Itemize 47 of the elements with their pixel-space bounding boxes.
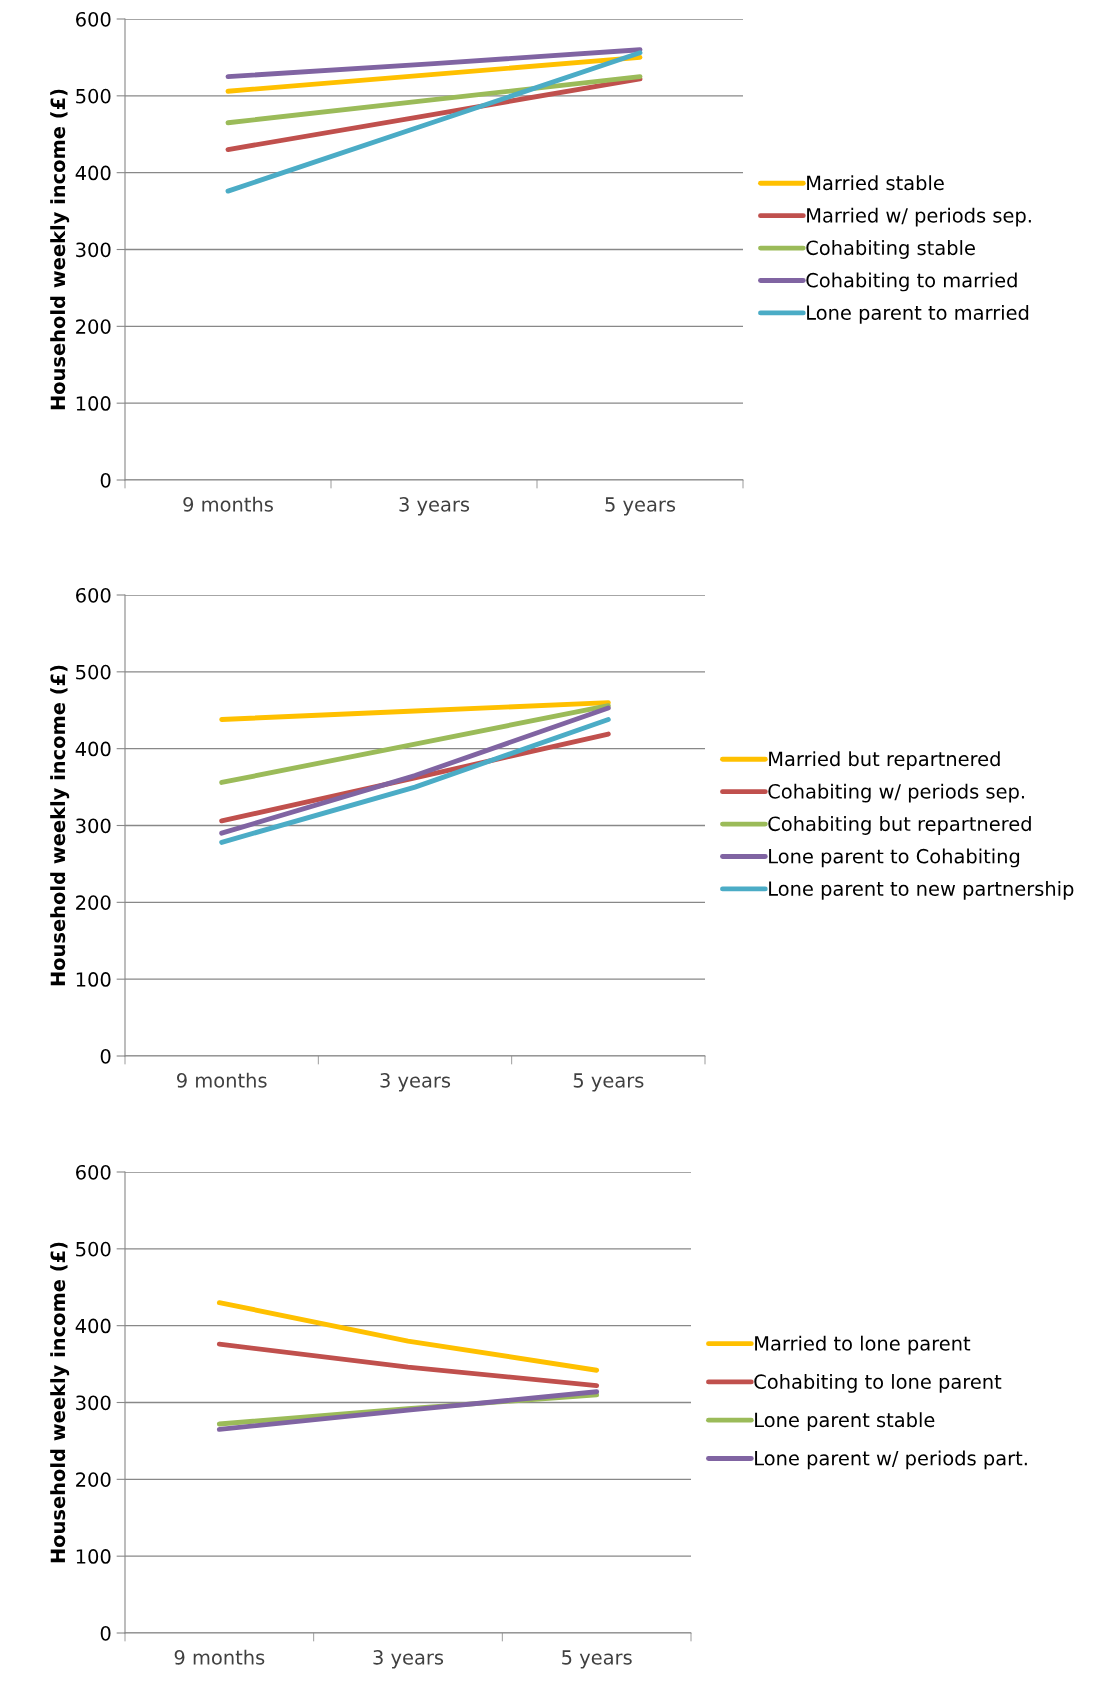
y-tick-label: 100 [76, 972, 111, 987]
legend-label: Married stable [807, 175, 944, 191]
legend-label: Lone parent to Cohabiting [769, 848, 1020, 868]
y-tick-label: 100 [76, 1549, 111, 1564]
y-tick-label: 100 [76, 396, 111, 411]
legend-label: Married w/ periods sep. [807, 207, 1031, 227]
y-tick-label: 600 [76, 1164, 111, 1180]
legend-label: Cohabiting to lone parent [754, 1373, 1002, 1393]
legend-label: Lone parent w/ periods part. [755, 1450, 1027, 1470]
y-tick-label: 0 [100, 1048, 111, 1064]
x-tick-label: 3 years [373, 1650, 444, 1669]
x-tick-label: 3 years [399, 497, 470, 516]
legend-label: Cohabiting stable [806, 240, 975, 259]
x-tick-label: 5 years [573, 1073, 644, 1092]
x-tick-label: 9 months [177, 1072, 267, 1088]
x-tick-label: 9 months [183, 496, 273, 512]
x-tick-label: 5 years [605, 497, 676, 516]
y-tick-label: 0 [100, 1625, 111, 1641]
y-tick-label: 200 [76, 1472, 111, 1487]
x-tick-label: 5 years [562, 1650, 632, 1669]
legend-label: Cohabiting w/ periods sep. [768, 783, 1024, 803]
y-tick-label: 400 [75, 1318, 111, 1334]
legend-label: Cohabiting to married [806, 272, 1017, 292]
y-tick-label: 300 [76, 242, 111, 258]
x-tick-label: 9 months [174, 1649, 265, 1665]
y-tick-label: 500 [76, 664, 111, 680]
legend-label: Lone parent to new partnership [769, 880, 1074, 900]
y-axis-title: Household weekly income (£) [50, 89, 70, 410]
y-tick-label: 0 [100, 472, 111, 488]
y-tick-label: 400 [75, 165, 111, 181]
legend-label: Lone parent stable [755, 1412, 935, 1432]
y-tick-label: 600 [76, 587, 111, 603]
legend-label: Married to lone parent [755, 1335, 971, 1355]
y-axis-title: Household weekly income (£) [50, 1242, 70, 1563]
legend-label: Lone parent to married [807, 304, 1029, 324]
y-tick-label: 500 [76, 88, 111, 104]
y-axis-title: Household weekly income (£) [50, 665, 70, 986]
y-tick-label: 400 [75, 741, 111, 757]
x-tick-label: 3 years [380, 1073, 451, 1092]
y-tick-label: 300 [76, 1395, 111, 1411]
legend-label: Married but repartnered [769, 751, 1000, 771]
y-tick-label: 500 [76, 1241, 111, 1257]
y-tick-label: 300 [76, 818, 111, 834]
y-tick-label: 200 [76, 319, 111, 334]
y-tick-label: 600 [76, 11, 111, 27]
legend-label: Cohabiting but repartnered [768, 816, 1031, 835]
y-tick-label: 200 [76, 895, 111, 910]
